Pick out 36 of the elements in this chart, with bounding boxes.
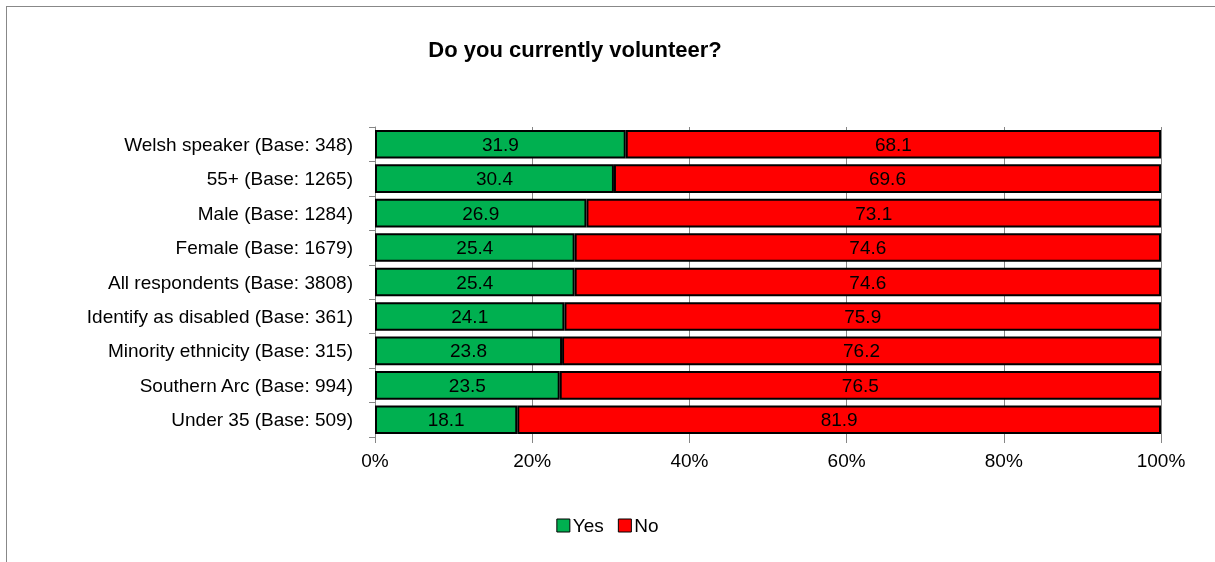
x-tick-label: 60% <box>827 450 866 471</box>
x-tick-label: 80% <box>984 450 1023 471</box>
data-label: 25.4 <box>456 237 494 259</box>
y-tick-label: Southern Arc (Base: 994) <box>139 374 353 396</box>
data-label: 76.2 <box>843 340 881 362</box>
data-label: 23.8 <box>450 340 488 362</box>
data-label: 74.6 <box>849 271 887 293</box>
y-tick-label: Welsh speaker (Base: 348) <box>124 133 353 155</box>
data-label: 68.1 <box>874 133 912 155</box>
y-tick-label: Identify as disabled (Base: 361) <box>86 305 353 327</box>
data-label: 24.1 <box>451 305 489 327</box>
y-tick-label: Minority ethnicity (Base: 315) <box>108 340 353 362</box>
data-label: 18.1 <box>427 409 465 431</box>
data-label: 23.5 <box>448 374 486 396</box>
data-label: 30.4 <box>475 168 514 190</box>
x-tick-label: 20% <box>513 450 552 471</box>
data-label: 75.9 <box>844 305 882 327</box>
y-tick-label: Male (Base: 1284) <box>197 202 353 224</box>
y-tick-label: 55+ (Base: 1265) <box>206 168 353 190</box>
data-label: 26.9 <box>462 202 500 224</box>
data-label: 69.6 <box>868 168 906 190</box>
legend-label: Yes <box>572 515 604 536</box>
data-label: 76.5 <box>841 374 879 396</box>
chart-title: Do you currently volunteer? <box>428 36 722 62</box>
x-tick-label: 100% <box>1136 450 1186 471</box>
data-label: 31.9 <box>481 133 519 155</box>
data-label: 81.9 <box>820 409 858 431</box>
x-tick-label: 0% <box>361 450 389 471</box>
data-label: 74.6 <box>849 237 887 259</box>
legend-label: No <box>634 515 659 536</box>
data-label: 73.1 <box>855 202 893 224</box>
y-tick-label: Under 35 (Base: 509) <box>171 409 353 431</box>
y-tick-label: Female (Base: 1679) <box>175 237 353 259</box>
data-label: 25.4 <box>456 271 494 293</box>
y-tick-label: All respondents (Base: 3808) <box>107 271 353 293</box>
x-tick-label: 40% <box>670 450 709 471</box>
